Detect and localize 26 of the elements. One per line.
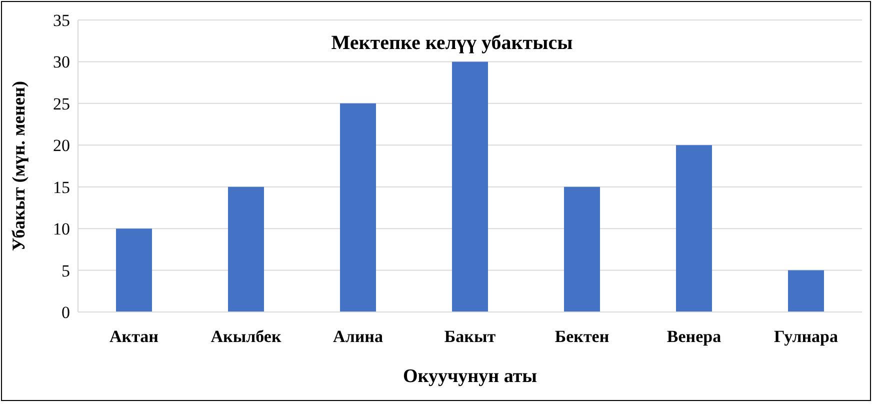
x-tick-label: Бакыт <box>444 327 496 346</box>
bar <box>452 62 488 312</box>
bar <box>788 270 824 312</box>
y-axis-title: Убакыт (мүн. менен) <box>8 81 28 251</box>
x-tick-label: Гулнара <box>774 327 839 346</box>
x-axis-title: Окуучунун аты <box>403 366 538 387</box>
bar <box>564 186 600 312</box>
bar <box>116 228 152 312</box>
x-tick-label: Алина <box>333 327 384 346</box>
y-tick-label: 5 <box>62 261 70 280</box>
y-tick-label: 10 <box>53 220 70 239</box>
y-tick-label: 15 <box>53 178 70 197</box>
bar <box>340 103 376 312</box>
bar <box>228 186 264 312</box>
x-tick-label: Бектен <box>554 327 610 346</box>
chart-frame: Мектепке келүү убактысы Актан Акылбек Алина Бакыт Бектен Венера Гулнара Окуучунун аты 0 5 10 15 20 25 30 35 Убакыт (мүн. менен) <box>1 1 871 401</box>
x-tick-label: Актан <box>110 327 159 346</box>
y-tick-label: 30 <box>53 52 70 72</box>
text: Мектепке келүү убактысы <box>330 32 574 55</box>
y-tick-label: 25 <box>53 94 70 114</box>
bar <box>676 145 712 312</box>
y-tick-label: 0 <box>62 303 70 322</box>
x-tick-label: Венера <box>666 327 722 346</box>
y-tick-label: 20 <box>53 136 70 156</box>
y-tick-label: 35 <box>53 11 70 30</box>
x-tick-label: Акылбек <box>210 327 282 346</box>
